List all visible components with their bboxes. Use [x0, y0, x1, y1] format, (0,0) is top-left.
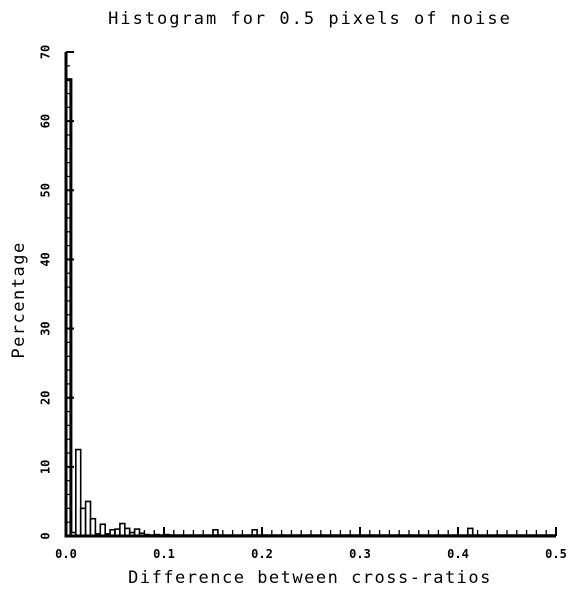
x-tick-label: 0.4: [447, 547, 469, 561]
x-axis-label: Difference between cross-ratios: [128, 568, 492, 588]
y-tick-label: 40: [39, 252, 53, 266]
y-tick-label: 60: [39, 114, 53, 128]
y-tick-label: 30: [39, 321, 53, 335]
y-tick-label: 20: [39, 390, 53, 404]
axes-layer: [64, 52, 556, 538]
ticks-layer: 0.0 0.1 0.2 0.3 0.4 0.5 0 10 20 30 40 50 60 70: [39, 45, 567, 561]
y-axis-label: Percentage: [9, 241, 29, 358]
y-tick-label: 0: [39, 532, 53, 539]
bars-layer: [64, 78, 556, 538]
x-tick-label: 0.5: [545, 547, 567, 561]
y-tick-label: 70: [39, 45, 53, 59]
x-tick-label: 0.3: [349, 547, 371, 561]
x-tick-label: 0.0: [55, 547, 77, 561]
y-tick-label: 10: [39, 460, 53, 474]
y-tick-label: 50: [39, 183, 53, 197]
chart-title: Histogram for 0.5 pixels of noise: [108, 9, 512, 29]
y-axis-label-group: Percentage: [9, 241, 29, 358]
x-tick-label: 0.2: [251, 547, 273, 561]
x-tick-label: 0.1: [153, 547, 175, 561]
